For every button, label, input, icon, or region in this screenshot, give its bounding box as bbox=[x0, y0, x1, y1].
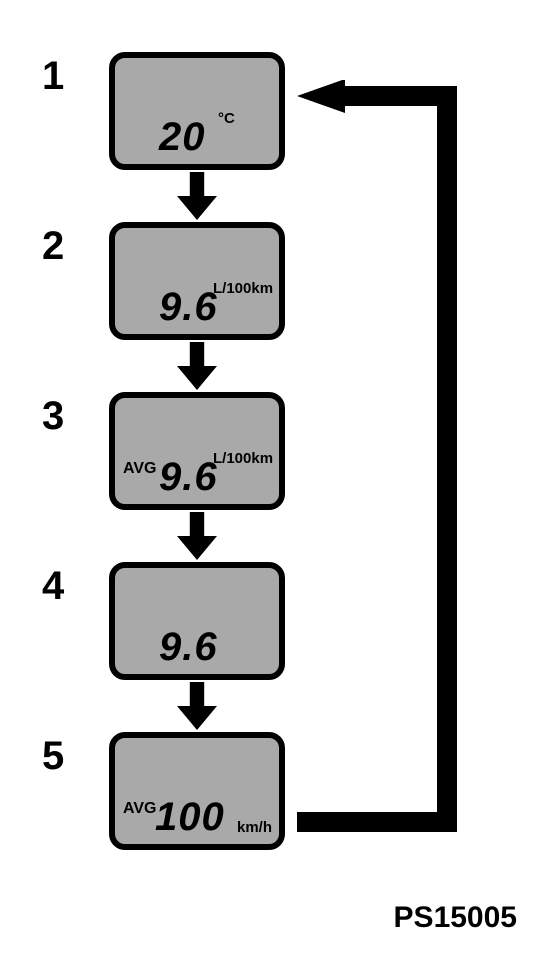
step-label-5: 5 bbox=[42, 734, 64, 779]
display-screen-3: AVG 9.6 L/100km bbox=[109, 392, 285, 510]
screen-5-prefix: AVG bbox=[123, 800, 156, 818]
screen-5-unit: km/h bbox=[237, 819, 272, 836]
step-label-2: 2 bbox=[42, 224, 64, 269]
display-screen-4: 9.6 bbox=[109, 562, 285, 680]
screen-3-prefix: AVG bbox=[123, 460, 156, 478]
screen-5-value: 100 bbox=[155, 795, 225, 840]
display-screen-2: 9.6 L/100km bbox=[109, 222, 285, 340]
figure-code: PS15005 bbox=[394, 901, 517, 935]
display-screen-1: 20 °C bbox=[109, 52, 285, 170]
display-screen-5: AVG 100 km/h bbox=[109, 732, 285, 850]
screen-1-value: 20 bbox=[159, 115, 206, 160]
step-label-3: 3 bbox=[42, 394, 64, 439]
step-label-4: 4 bbox=[42, 564, 64, 609]
arrow-down-icon-4 bbox=[177, 682, 217, 730]
arrow-down-icon-3 bbox=[177, 512, 217, 560]
screen-3-unit: L/100km bbox=[213, 450, 273, 467]
loop-arrow-icon bbox=[297, 80, 457, 837]
step-label-1: 1 bbox=[42, 54, 64, 99]
arrow-down-icon-1 bbox=[177, 172, 217, 220]
screen-4-value: 9.6 bbox=[159, 625, 218, 670]
screen-1-unit: °C bbox=[218, 110, 235, 127]
screen-2-unit: L/100km bbox=[213, 280, 273, 297]
arrow-down-icon-2 bbox=[177, 342, 217, 390]
screen-3-value: 9.6 bbox=[159, 455, 218, 500]
screen-2-value: 9.6 bbox=[159, 285, 218, 330]
